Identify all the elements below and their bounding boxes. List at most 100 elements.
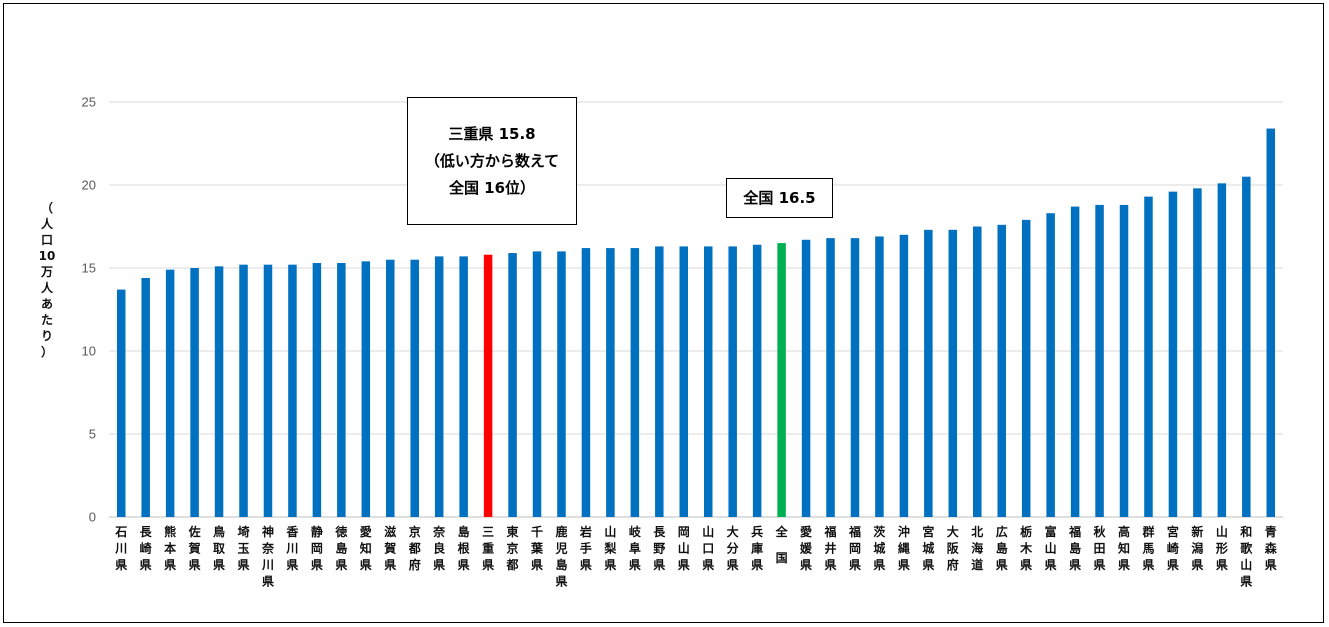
bar-島根県 (459, 256, 468, 517)
bar-宮崎県 (1168, 191, 1178, 517)
category-label: 香川県 (285, 524, 298, 572)
category-label: 北海道 (971, 524, 983, 572)
category-label: 熊本県 (164, 524, 176, 572)
gridlines (109, 101, 1283, 518)
category-label: 大分県 (727, 524, 739, 572)
bar-福島県 (1070, 206, 1080, 517)
bar-滋賀県 (386, 259, 395, 517)
category-label: 福井県 (824, 524, 837, 572)
bar-神奈川県 (263, 264, 273, 517)
category-label: 福岡県 (848, 524, 861, 572)
bar-秋田県 (1095, 204, 1104, 518)
y-tick-label: 25 (82, 95, 96, 110)
bar-北海道 (973, 226, 982, 517)
category-label: 奈良県 (432, 524, 446, 572)
category-label: 宮城県 (922, 524, 934, 572)
category-label: 新潟県 (1191, 524, 1203, 572)
bar-静岡県 (312, 263, 322, 517)
category-label: 岡山県 (678, 525, 690, 572)
mie-callout-line-1: 三重県 15.8 (448, 124, 536, 143)
bar-山梨県 (606, 248, 615, 517)
category-label: 茨城県 (873, 524, 885, 572)
bar-長崎県 (141, 277, 150, 517)
category-label: 石川県 (114, 525, 127, 572)
y-tick-label: 5 (89, 427, 96, 442)
bar-大分県 (728, 246, 737, 518)
bar-香川県 (288, 264, 297, 517)
category-label: 島根県 (458, 524, 470, 572)
category-label: 高知県 (1117, 524, 1130, 572)
bar-大阪府 (948, 229, 958, 517)
bar-岐阜県 (630, 248, 640, 517)
mie-callout-line-2: （低い方から数えて (424, 151, 560, 170)
category-label: 群馬県 (1141, 524, 1154, 572)
category-label: 埼玉県 (238, 524, 250, 572)
bar-鳥取県 (214, 266, 224, 517)
category-label: 宮崎県 (1167, 524, 1179, 572)
bars (116, 128, 1276, 518)
bar-福岡県 (850, 238, 860, 517)
category-label: 鹿児島県 (554, 524, 567, 589)
category-label: 兵庫県 (751, 524, 763, 572)
bar-群馬県 (1144, 196, 1153, 517)
bar-兵庫県 (752, 244, 762, 517)
category-label: 山梨県 (603, 524, 616, 572)
bar-全国 (777, 243, 786, 517)
bar-茨城県 (875, 236, 884, 517)
bar-栃木県 (1021, 219, 1031, 518)
bar-岩手県 (581, 248, 591, 517)
y-axis-label-text: （人口 10 万人あたり） (39, 200, 56, 359)
bar-新潟県 (1193, 188, 1202, 517)
bar-佐賀県 (190, 268, 199, 517)
category-label: 岐阜県 (629, 524, 642, 572)
category-label: 滋賀県 (383, 524, 396, 572)
bar-三重県 (483, 254, 493, 517)
category-label: 長崎県 (140, 524, 153, 572)
category-label: 栃木県 (1019, 524, 1033, 572)
category-label: 神奈川県 (261, 524, 275, 589)
bar-石川県 (116, 289, 126, 517)
category-label: 福島県 (1068, 524, 1081, 572)
bar-福井県 (826, 238, 835, 517)
bar-鹿児島県 (557, 251, 566, 517)
category-label: 愛知県 (359, 524, 372, 572)
bar-愛知県 (361, 261, 371, 517)
bar-埼玉県 (239, 264, 248, 517)
bar-宮城県 (924, 229, 933, 517)
category-label: 山形県 (1216, 524, 1228, 572)
category-label: 長野県 (653, 524, 666, 572)
category-label: 大阪府 (947, 524, 960, 572)
category-label: 三重県 (482, 525, 494, 572)
bar-和歌山県 (1242, 176, 1251, 517)
bar-岡山県 (679, 246, 689, 518)
category-label: 沖縄県 (898, 524, 910, 572)
category-label: 秋田県 (1094, 524, 1107, 572)
bar-山形県 (1217, 183, 1227, 517)
category-label: 千葉県 (530, 524, 544, 572)
bar-長野県 (655, 246, 664, 518)
bar-奈良県 (434, 256, 444, 517)
mie-callout-line-3: 全国 16位） (448, 178, 536, 197)
bar-山口県 (703, 246, 713, 518)
bar-京都府 (410, 259, 419, 517)
national-callout: 全国 16.5 (726, 178, 833, 218)
category-label: 京都府 (408, 524, 421, 572)
y-tick-label: 15 (82, 261, 96, 276)
bar-愛媛県 (801, 239, 811, 517)
category-label: 佐賀県 (188, 524, 201, 572)
y-axis-label: （人口 10 万人あたり） (39, 200, 56, 359)
category-label: 鳥取県 (213, 524, 225, 572)
category-label: 岩手県 (579, 524, 592, 572)
bar-東京都 (508, 253, 517, 517)
bar-沖縄県 (899, 234, 909, 518)
bar-青森県 (1266, 128, 1276, 517)
category-label: 東京都 (506, 524, 519, 572)
category-label: 愛媛県 (799, 524, 813, 572)
category-label: 徳島県 (334, 524, 347, 572)
national-callout-line-1: 全国 16.5 (743, 188, 816, 207)
category-label: 広島県 (996, 524, 1008, 572)
category-label: 静岡県 (311, 524, 323, 572)
category-label: 山口県 (702, 524, 714, 572)
